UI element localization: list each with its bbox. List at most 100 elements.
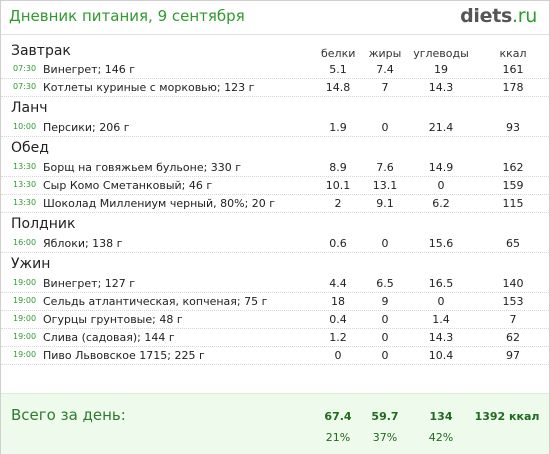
protein-value: 1.2 <box>329 331 347 344</box>
entry-time: 13:30 <box>13 198 37 207</box>
fat-value: 0 <box>381 331 389 344</box>
fat-value: 9.1 <box>376 197 394 210</box>
food-name[interactable]: Борщ на говяжьем бульоне; 330 г <box>43 161 242 174</box>
header-divider <box>1 34 549 35</box>
fat-value: 7.6 <box>376 161 394 174</box>
carbs-value: 10.4 <box>428 349 454 362</box>
kcal-value: 93 <box>506 121 520 134</box>
kcal-value: 115 <box>502 197 524 210</box>
total-protein: 67.4 <box>324 410 352 423</box>
entry-time: 13:30 <box>13 180 37 189</box>
protein-value: 10.1 <box>325 179 351 192</box>
fat-value: 9 <box>381 295 389 308</box>
kcal-value: 140 <box>502 277 524 290</box>
carbs-value: 21.4 <box>428 121 454 134</box>
meal-title: Ужин <box>11 256 51 272</box>
carbs-value: 6.2 <box>432 197 450 210</box>
food-name[interactable]: Сыр Комо Сметанковый; 46 г <box>43 179 213 192</box>
kcal-value: 65 <box>506 237 520 250</box>
carbs-value: 16.5 <box>428 277 454 290</box>
fat-value: 6.5 <box>376 277 394 290</box>
fat-value: 0 <box>381 313 389 326</box>
page-title: Дневник питания, 9 сентября <box>9 7 245 25</box>
fat-percent: 37% <box>372 431 398 444</box>
entry-time: 19:00 <box>13 314 37 323</box>
food-name[interactable]: Пиво Львовское 1715; 225 г <box>43 349 205 362</box>
protein-percent: 21% <box>325 431 351 444</box>
fat-value: 0 <box>381 121 389 134</box>
food-name[interactable]: Сельдь атлантическая, копченая; 75 г <box>43 295 268 308</box>
food-row[interactable]: 07:30 Винегрет; 146 г 5.1 7.4 19 161 <box>1 61 549 79</box>
protein-value: 0 <box>334 349 342 362</box>
kcal-value: 161 <box>502 63 524 76</box>
page-header: Дневник питания, 9 сентября diets.ru <box>1 1 549 34</box>
fat-value: 7 <box>381 81 389 94</box>
food-name[interactable]: Яблоки; 138 г <box>43 237 123 250</box>
food-row[interactable]: 19:00 Винегрет; 127 г 4.4 6.5 16.5 140 <box>1 275 549 293</box>
food-row[interactable]: 19:00 Слива (садовая); 144 г 1.2 0 14.3 62 <box>1 329 549 347</box>
food-row[interactable]: 10:00 Персики; 206 г 1.9 0 21.4 93 <box>1 119 549 137</box>
entry-time: 16:00 <box>13 238 37 247</box>
kcal-value: 153 <box>502 295 524 308</box>
protein-value: 14.8 <box>325 81 351 94</box>
protein-value: 8.9 <box>329 161 347 174</box>
col-fat: жиры <box>368 47 402 60</box>
total-carbs: 134 <box>429 410 453 423</box>
carbs-value: 0 <box>437 295 445 308</box>
kcal-value: 162 <box>502 161 524 174</box>
protein-value: 0.4 <box>329 313 347 326</box>
meal-header: Ланч <box>1 97 549 119</box>
food-name[interactable]: Персики; 206 г <box>43 121 130 134</box>
col-protein: белки <box>321 47 356 60</box>
food-row[interactable]: 13:30 Шоколад Миллениум черный, 80%; 20 г… <box>1 195 549 213</box>
food-name[interactable]: Шоколад Миллениум черный, 80%; 20 г <box>43 197 276 210</box>
food-name[interactable]: Огурцы грунтовые; 48 г <box>43 313 183 326</box>
meal-header: Ужин <box>1 253 549 275</box>
food-row[interactable]: 19:00 Пиво Львовское 1715; 225 г 0 0 10.4 97 <box>1 347 549 365</box>
food-row[interactable]: 19:00 Сельдь атлантическая, копченая; 75 … <box>1 293 549 311</box>
fat-value: 13.1 <box>372 179 398 192</box>
column-header-row: Завтрак белки жиры углеводы ккал <box>1 39 549 61</box>
food-row[interactable]: 13:30 Борщ на говяжьем бульоне; 330 г 8.9 7… <box>1 159 549 177</box>
protein-value: 5.1 <box>329 63 347 76</box>
total-fat: 59.7 <box>371 410 399 423</box>
food-name[interactable]: Котлеты куриные с морковью; 123 г <box>43 81 255 94</box>
total-kcal: 1392 ккал <box>474 410 540 423</box>
site-logo[interactable]: diets.ru <box>460 5 537 27</box>
kcal-value: 159 <box>502 179 524 192</box>
carbs-value: 0 <box>437 179 445 192</box>
entry-time: 19:00 <box>13 296 37 305</box>
col-carbs: углеводы <box>413 47 469 60</box>
entry-time: 19:00 <box>13 278 37 287</box>
entry-time: 07:30 <box>13 82 37 91</box>
protein-value: 4.4 <box>329 277 347 290</box>
food-name[interactable]: Винегрет; 127 г <box>43 277 136 290</box>
daily-totals: Всего за день: 67.4 59.7 134 1392 ккал 2… <box>1 393 549 454</box>
food-name[interactable]: Винегрет; 146 г <box>43 63 136 76</box>
protein-value: 0.6 <box>329 237 347 250</box>
food-row[interactable]: 13:30 Сыр Комо Сметанковый; 46 г 10.1 13.1 0… <box>1 177 549 195</box>
entry-time: 10:00 <box>13 122 37 131</box>
food-row[interactable]: 19:00 Огурцы грунтовые; 48 г 0.4 0 1.4 7 <box>1 311 549 329</box>
carbs-value: 14.9 <box>428 161 454 174</box>
food-row[interactable]: 07:30 Котлеты куриные с морковью; 123 г 14… <box>1 79 549 97</box>
kcal-value: 178 <box>502 81 524 94</box>
logo-tld: .ru <box>512 5 537 27</box>
fat-value: 7.4 <box>376 63 394 76</box>
protein-value: 1.9 <box>329 121 347 134</box>
protein-value: 2 <box>334 197 342 210</box>
kcal-value: 97 <box>506 349 520 362</box>
carbs-value: 15.6 <box>428 237 454 250</box>
entry-time: 13:30 <box>13 162 37 171</box>
food-name[interactable]: Слива (садовая); 144 г <box>43 331 175 344</box>
fat-value: 0 <box>381 349 389 362</box>
entry-time: 19:00 <box>13 350 37 359</box>
entry-time: 07:30 <box>13 64 37 73</box>
meal-title: Ланч <box>11 100 48 116</box>
food-row[interactable]: 16:00 Яблоки; 138 г 0.6 0 15.6 65 <box>1 235 549 253</box>
meal-header: Полдник <box>1 213 549 235</box>
meal-title: Полдник <box>11 216 76 232</box>
entry-time: 19:00 <box>13 332 37 341</box>
carbs-value: 1.4 <box>432 313 450 326</box>
